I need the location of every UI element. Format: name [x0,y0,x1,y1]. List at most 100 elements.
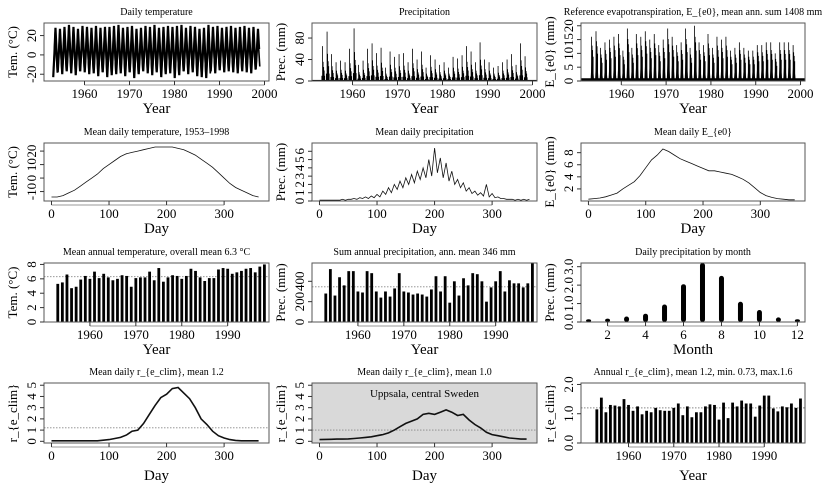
bar [194,270,197,322]
bar [212,278,216,322]
plot-frame [580,142,806,202]
bar [722,402,725,443]
bar [667,410,671,443]
bar [407,292,410,322]
y-tick-label: 5 [561,64,576,71]
bar [794,407,798,443]
bar [416,293,420,322]
x-tick-label: 300 [214,206,234,221]
chart-title: Annual r_{e_clim}, mean 1.2, min. 0.73, … [593,367,792,378]
bar [230,273,234,322]
x-axis-label: Year [679,468,707,484]
series-line [588,148,795,201]
bar [780,406,784,443]
x-axis: 0 100 200 300 Day [48,201,234,237]
y-tick-label: 3 [292,404,307,411]
y-axis: 0 1 2 3 4 5 r_{e_clim} [273,382,312,445]
bar [643,313,649,322]
x-tick-label: 1990 [751,448,777,463]
y-tick-label: 0 [24,52,39,59]
x-axis: 1960 1970 1980 1990 2000 Year [72,81,278,117]
chart-title: Mean daily precipitation [375,127,473,138]
x-axis: 1960 1970 1980 1990 2000 Year [608,81,814,117]
bar [663,410,667,443]
bar [775,317,781,322]
x-tick-label: 2000 [788,86,814,101]
y-tick-label: 40 [292,53,307,66]
bar [771,408,775,443]
x-tick-label: 1980 [430,86,456,101]
y-tick-label: 20 [24,145,39,158]
bar [333,295,337,322]
chart-title: Sum annual precipitation, ann. mean 346 … [333,247,515,258]
x-tick-label: 1960 [345,327,371,342]
bar [443,276,447,322]
marks [52,24,261,79]
x-tick-label: 1960 [72,86,98,101]
bar [749,403,753,443]
x-tick-label: 1970 [661,448,687,463]
x-axis: 2 4 6 8 10 12 Month [604,322,804,358]
bar [425,296,429,322]
chart-title: Mean daily temperature, 1953–1998 [84,127,230,138]
bar [662,304,668,322]
y-axis-label: Prec. (mm) [542,263,557,321]
y-axis-label: r_{e_clim} [273,384,288,443]
y-axis: 0.0 1.0 2.0 r_{e_clim} [542,376,581,451]
y-tick-label: -10 [24,183,39,200]
bar [83,275,87,322]
bar [120,275,124,322]
bar [531,263,534,322]
y-axis-label: Prec. (mm) [273,143,288,201]
chart-title: Mean daily E_{e0} [654,127,732,138]
bar [586,319,592,322]
bar [526,283,530,322]
bar [645,410,649,443]
x-tick-label: 0 [585,206,592,221]
bar [744,403,748,443]
y-axis: 2 4 6 8 E_{e0} (mm) [542,136,581,208]
bar [434,276,438,322]
bar [226,268,230,322]
x-axis-label: Year [411,342,439,358]
plot-frame [580,262,806,323]
bar [685,406,689,443]
plot-frame [43,22,270,82]
bar [452,281,456,322]
x-axis: 0 100 200 300 Day [316,201,502,237]
bar [148,271,152,322]
y-tick-label: 2 [292,181,307,188]
plot-frame [311,22,538,82]
series-line [319,147,530,201]
bar [713,404,716,443]
bar [79,279,83,322]
bar [244,268,248,322]
y-tick-label: 3 [24,404,39,411]
bar [521,287,525,322]
baseline-band [312,79,537,81]
y-tick-label: 1 [292,189,307,196]
y-tick-label: 6 [561,161,576,168]
bar [794,319,800,322]
y-axis: 0 2 4 6 8 Tem. (°C) [5,261,44,325]
bar [249,268,253,322]
bar [152,280,156,322]
bar [708,404,712,443]
y-axis: -20 0 20 Tem. (°C) [5,26,44,83]
x-axis-label: Day [144,221,169,237]
bar [106,277,110,322]
x-axis: 0 100 200 300 Day [48,443,234,484]
y-tick-label: 2 [24,304,39,311]
bar [767,395,771,443]
bar [690,417,694,443]
bar [753,416,757,443]
bar [129,286,133,322]
x-axis: 0 100 200 300 Day [316,443,502,484]
bar [471,273,475,322]
x-axis: 1960 1970 1980 1990 2000 Year [340,81,546,117]
bar [253,272,257,322]
y-tick-label: 0 [24,438,39,445]
x-tick-label: 1970 [391,327,417,342]
